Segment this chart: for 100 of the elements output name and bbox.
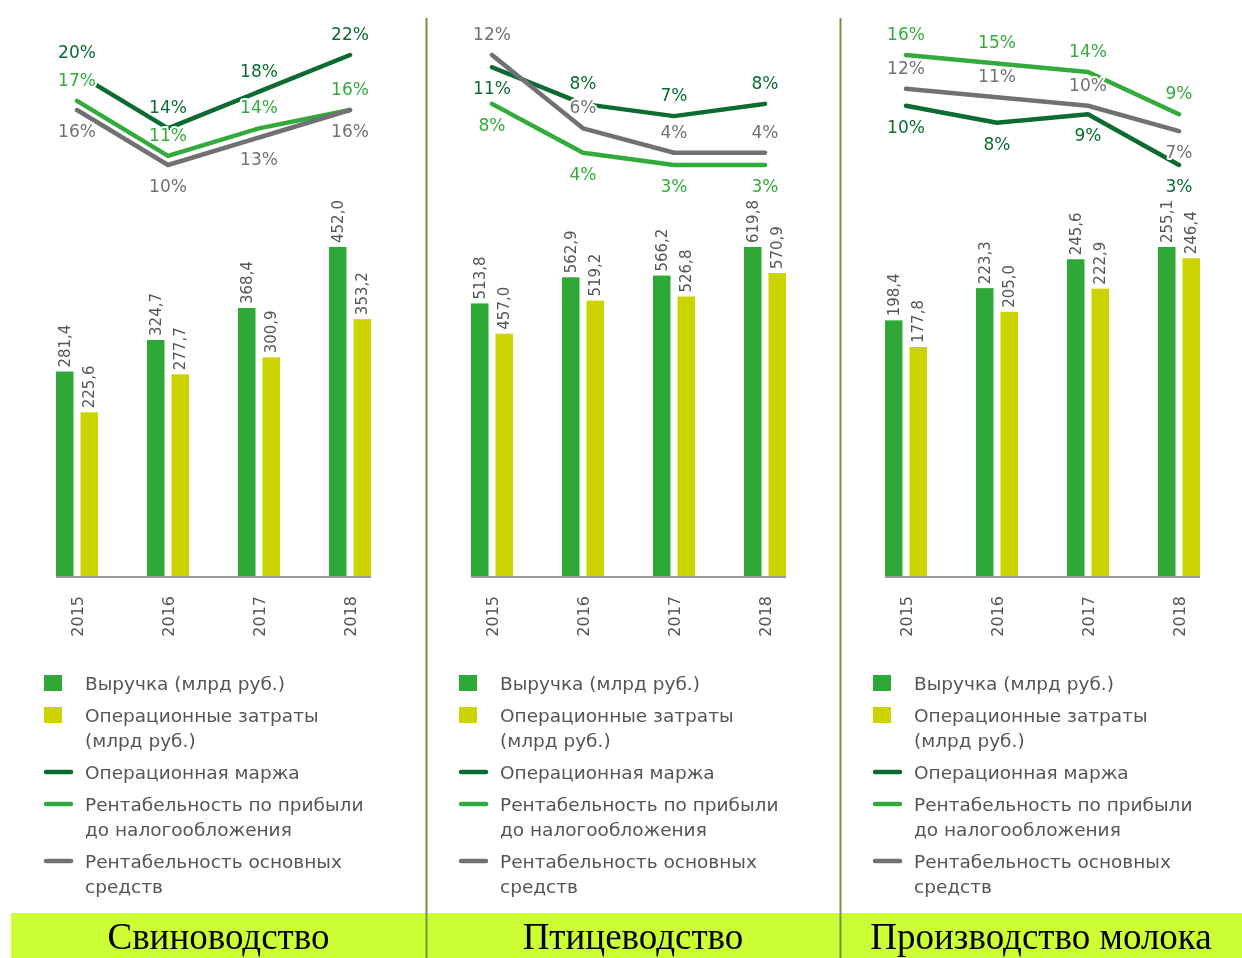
- legend-label: Операционная маржа: [85, 761, 300, 783]
- data-label: 16%: [58, 121, 96, 141]
- data-label: 246,4: [1182, 211, 1201, 255]
- data-label: 300,9: [262, 310, 281, 354]
- data-label: 16%: [331, 79, 369, 99]
- text: Производство молока: [870, 916, 1212, 957]
- data-label: 222,9: [1091, 241, 1110, 285]
- data-label: 4%: [660, 121, 688, 142]
- data-label: 223,3: [975, 241, 994, 285]
- bar: [147, 339, 165, 577]
- bar: [495, 333, 513, 577]
- x-tick-label: 2018: [340, 596, 360, 637]
- bar: [329, 247, 347, 577]
- data-label: 20%: [58, 42, 96, 63]
- data-label: 10%: [1069, 74, 1107, 95]
- data-label: 7%: [1165, 142, 1193, 163]
- x-tick-label: 2017: [1078, 596, 1098, 637]
- data-label: 353,2: [353, 272, 372, 316]
- data-label: 22%: [331, 24, 369, 44]
- data-label: 9%: [1165, 83, 1193, 104]
- data-label: 18%: [240, 60, 278, 81]
- legend-label: Операционные затраты (млрд руб.): [85, 704, 319, 751]
- data-label: 4%: [751, 121, 779, 142]
- bar: [238, 308, 256, 577]
- data-label: 457,0: [495, 286, 514, 330]
- data-label: 16%: [331, 121, 369, 141]
- bar: [885, 320, 903, 577]
- data-label: 619,8: [743, 200, 762, 243]
- legend-label: Операционные затраты (млрд руб.): [500, 704, 734, 751]
- legend-label: Рентабельность по прибыли до налогообложения: [500, 793, 779, 840]
- legend-label: Операционная маржа: [500, 761, 715, 783]
- data-label: 12%: [887, 57, 925, 78]
- legend-label: Рентабельность основных средств: [85, 850, 342, 897]
- x-tick-label: 2015: [896, 596, 916, 637]
- data-label: 12%: [473, 24, 511, 44]
- text: Птицеводство: [522, 916, 744, 957]
- bar: [1000, 311, 1018, 577]
- data-label: 15%: [978, 32, 1016, 53]
- x-tick-label: 2016: [573, 596, 593, 637]
- data-label: 3%: [1165, 176, 1193, 196]
- data-label: 368,4: [237, 261, 256, 305]
- x-tick-label: 2017: [664, 596, 684, 637]
- legend-label: Рентабельность по прибыли до налогообложения: [914, 793, 1193, 840]
- legend-label: Рентабельность основных средств: [500, 850, 757, 897]
- data-label: 526,8: [677, 249, 696, 293]
- bar: [1158, 247, 1176, 577]
- data-label: 11%: [473, 78, 511, 99]
- data-label: 13%: [240, 148, 278, 169]
- bar: [1182, 258, 1200, 577]
- x-tick-label: 2018: [755, 596, 775, 637]
- data-label: 10%: [149, 176, 187, 196]
- legend-label: Рентабельность основных средств: [914, 850, 1171, 897]
- data-label: 225,6: [80, 365, 99, 409]
- bar: [1091, 288, 1109, 577]
- bar: [471, 303, 489, 577]
- data-label: 7%: [660, 85, 688, 106]
- bar: [56, 371, 74, 577]
- bar: [744, 247, 762, 577]
- data-label: 8%: [751, 72, 779, 93]
- data-label: 205,0: [1000, 264, 1019, 308]
- data-label: 255,1: [1157, 200, 1176, 243]
- data-label: 177,8: [909, 300, 928, 343]
- legend-label: Выручка (млрд руб.): [85, 672, 285, 694]
- legend-label: Операционная маржа: [914, 761, 1129, 783]
- legend-label: Операционные затраты (млрд руб.): [914, 704, 1148, 751]
- data-label: 281,4: [55, 324, 74, 368]
- data-label: 277,7: [171, 327, 190, 371]
- data-label: 14%: [1069, 40, 1107, 61]
- bar: [262, 357, 280, 577]
- data-label: 452,0: [328, 200, 347, 243]
- x-tick-label: 2018: [1169, 596, 1189, 637]
- bar: [768, 273, 786, 577]
- bar: [353, 319, 371, 577]
- data-label: 566,2: [652, 228, 671, 272]
- bar: [909, 347, 927, 577]
- bar: [80, 412, 98, 577]
- bar: [171, 374, 189, 577]
- legend-label: Выручка (млрд руб.): [500, 672, 700, 694]
- legend-label: Выручка (млрд руб.): [914, 672, 1114, 694]
- data-label: 11%: [978, 66, 1016, 87]
- bar: [653, 275, 671, 577]
- data-label: 8%: [983, 133, 1011, 154]
- data-label: 198,4: [884, 273, 903, 317]
- data-label: 11%: [149, 124, 187, 145]
- data-label: 4%: [569, 163, 597, 184]
- bar: [586, 300, 604, 577]
- data-label: 3%: [660, 176, 688, 196]
- data-label: 3%: [751, 176, 779, 196]
- x-tick-label: 2016: [158, 596, 178, 637]
- data-label: 14%: [240, 97, 278, 118]
- data-label: 8%: [569, 72, 597, 93]
- bar: [1067, 259, 1085, 577]
- bar: [677, 296, 695, 577]
- data-label: 324,7: [146, 292, 165, 336]
- x-tick-label: 2016: [987, 596, 1007, 637]
- data-label: 570,9: [768, 226, 787, 270]
- bar: [976, 288, 994, 577]
- data-label: 562,9: [561, 230, 580, 274]
- data-label: 8%: [478, 114, 506, 135]
- legend-label: Рентабельность по прибыли до налогообложения: [85, 793, 364, 840]
